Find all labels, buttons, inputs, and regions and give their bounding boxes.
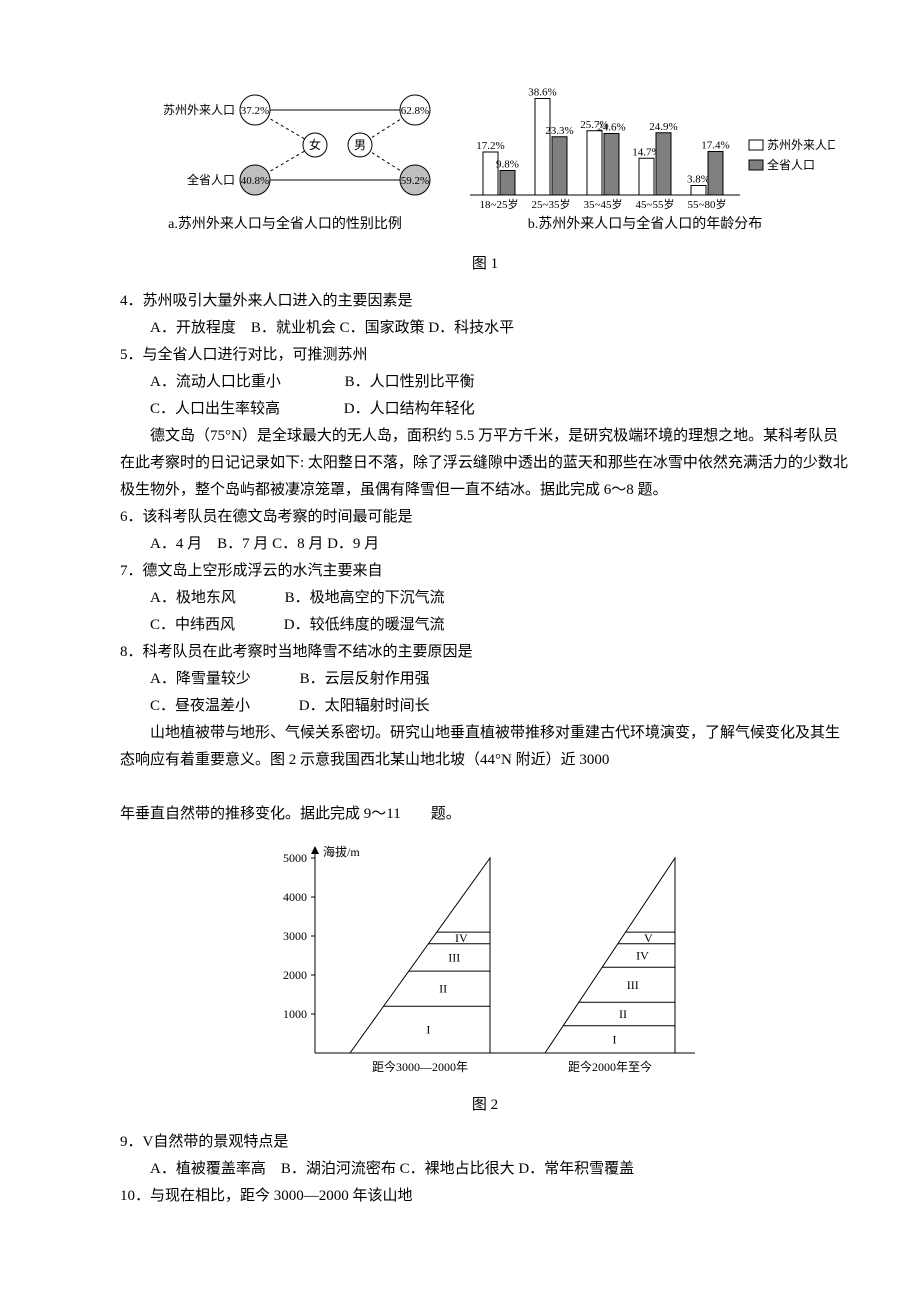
svg-text:3.8%: 3.8% — [687, 174, 710, 186]
svg-text:II: II — [619, 1007, 627, 1021]
q8-optC: C．昼夜温差小 — [150, 698, 250, 714]
svg-text:海拔/m: 海拔/m — [323, 844, 360, 859]
svg-text:5000: 5000 — [283, 851, 307, 865]
svg-text:距今3000—2000年: 距今3000—2000年 — [372, 1059, 468, 1074]
svg-text:37.2%: 37.2% — [241, 105, 269, 117]
svg-text:17.4%: 17.4% — [701, 140, 729, 152]
q5-optB: B．人口性别比平衡 — [345, 374, 475, 390]
svg-text:40.8%: 40.8% — [241, 175, 269, 187]
svg-text:I: I — [426, 1023, 430, 1037]
fig1-master-caption: 图 1 — [120, 251, 850, 278]
q8-optA: A．降雪量较少 — [150, 671, 251, 687]
q5-optD: D．人口结构年轻化 — [344, 401, 475, 417]
q8-options-row1: A．降雪量较少 B．云层反射作用强 — [120, 666, 850, 693]
svg-text:62.8%: 62.8% — [401, 105, 429, 117]
svg-text:45~55岁: 45~55岁 — [636, 197, 675, 210]
q5-options-row1: A．流动人口比重小 B．人口性别比平衡 — [120, 369, 850, 396]
q8-options-row2: C．昼夜温差小 D．太阳辐射时间长 — [120, 693, 850, 720]
svg-text:24.6%: 24.6% — [597, 122, 625, 134]
svg-text:25~35岁: 25~35岁 — [532, 197, 571, 210]
svg-text:IV: IV — [455, 931, 468, 945]
svg-text:全省人口: 全省人口 — [767, 157, 815, 172]
q9-options: A．植被覆盖率高 B．湖泊河流密布 C．裸地占比很大 D．常年积雪覆盖 — [120, 1156, 850, 1183]
passage-2a: 山地植被带与地形、气候关系密切。研究山地垂直植被带推移对重建古代环境演变，了解气… — [120, 720, 850, 774]
q5-optC: C．人口出生率较高 — [150, 401, 280, 417]
q8-optB: B．云层反射作用强 — [300, 671, 430, 687]
q8-optD: D．太阳辐射时间长 — [299, 698, 430, 714]
svg-text:17.2%: 17.2% — [476, 140, 504, 152]
svg-text:18~25岁: 18~25岁 — [480, 197, 519, 210]
fig2-svg: 海拔/m10002000300040005000IIIIIIIV距今3000—2… — [255, 838, 715, 1088]
svg-text:38.6%: 38.6% — [528, 87, 556, 99]
fig1b-caption: b.苏州外来人口与全省人口的年龄分布 — [455, 212, 835, 237]
svg-text:23.3%: 23.3% — [545, 125, 573, 137]
q4-options: A．开放程度 B．就业机会 C．国家政策 D．科技水平 — [120, 315, 850, 342]
svg-text:IV: IV — [636, 949, 649, 963]
svg-text:苏州外来人口: 苏州外来人口 — [767, 138, 835, 152]
svg-text:2000: 2000 — [283, 968, 307, 982]
q6-stem: 6．该科考队员在德文岛考察的时间最可能是 — [120, 504, 850, 531]
q7-stem: 7．德文岛上空形成浮云的水汽主要来自 — [120, 558, 850, 585]
q7-options-row2: C．中纬西风 D．较低纬度的暖湿气流 — [120, 612, 850, 639]
q7-optA: A．极地东风 — [150, 590, 236, 606]
q5-options-row2: C．人口出生率较高 D．人口结构年轻化 — [120, 396, 850, 423]
q10-stem: 10．与现在相比，距今 3000—2000 年该山地 — [120, 1183, 850, 1210]
svg-text:距今2000年至今: 距今2000年至今 — [568, 1059, 652, 1074]
fig1a-caption: a.苏州外来人口与全省人口的性别比例 — [135, 212, 435, 237]
q8-stem: 8．科考队员在此考察时当地降雪不结冰的主要原因是 — [120, 639, 850, 666]
q7-optD: D．较低纬度的暖湿气流 — [284, 617, 445, 633]
svg-text:I: I — [613, 1033, 617, 1047]
q5-optA: A．流动人口比重小 — [150, 374, 281, 390]
svg-text:9.8%: 9.8% — [496, 159, 519, 171]
svg-text:3000: 3000 — [283, 929, 307, 943]
svg-text:全省人口: 全省人口 — [187, 172, 235, 187]
svg-text:V: V — [644, 931, 653, 945]
fig1b-svg: 17.2%9.8%18~25岁38.6%23.3%25~35岁25.7%24.6… — [455, 80, 835, 210]
q7-optB: B．极地高空的下沉气流 — [285, 590, 445, 606]
svg-text:II: II — [439, 982, 447, 996]
svg-text:24.9%: 24.9% — [649, 121, 677, 133]
svg-text:男: 男 — [354, 138, 366, 152]
svg-text:55~80岁: 55~80岁 — [688, 197, 727, 210]
svg-text:女: 女 — [309, 137, 321, 152]
svg-text:苏州外来人口: 苏州外来人口 — [163, 103, 235, 117]
figure-1: 37.2%62.8%40.8%59.2%女男苏州外来人口全省人口 a.苏州外来人… — [120, 80, 850, 247]
svg-text:59.2%: 59.2% — [401, 175, 429, 187]
fig2-master-caption: 图 2 — [120, 1092, 850, 1119]
svg-text:1000: 1000 — [283, 1007, 307, 1021]
q7-options-row1: A．极地东风 B．极地高空的下沉气流 — [120, 585, 850, 612]
q5-stem: 5．与全省人口进行对比，可推测苏州 — [120, 342, 850, 369]
svg-text:III: III — [448, 951, 460, 965]
fig1-panel-b: 17.2%9.8%18~25岁38.6%23.3%25~35岁25.7%24.6… — [455, 80, 835, 247]
fig1-panel-a: 37.2% 62.8% 40.8% 59.2% 女 男 苏州外来人口全省人口 a.苏州外来人… — [135, 80, 435, 247]
svg-text:4000: 4000 — [283, 890, 307, 904]
passage-1: 德文岛（75°N）是全球最大的无人岛，面积约 5.5 万平方千米，是研究极端环境… — [120, 423, 850, 504]
svg-text:III: III — [627, 978, 639, 992]
q4-stem: 4．苏州吸引大量外来人口进入的主要因素是 — [120, 288, 850, 315]
figure-2: 海拔/m10002000300040005000IIIIIIIV距今3000—2… — [120, 838, 850, 1088]
passage-2b: 年垂直自然带的推移变化。据此完成 9～11 题。 — [120, 801, 850, 828]
q7-optC: C．中纬西风 — [150, 617, 235, 633]
fig1a-svg: 37.2% 62.8% 40.8% 59.2% 女 男 苏州外来人口全省人口 — [135, 80, 435, 210]
q9-stem: 9．V自然带的景观特点是 — [120, 1129, 850, 1156]
q6-options: A．4 月 B．7 月 C．8 月 D．9 月 — [120, 531, 850, 558]
svg-text:35~45岁: 35~45岁 — [584, 197, 623, 210]
